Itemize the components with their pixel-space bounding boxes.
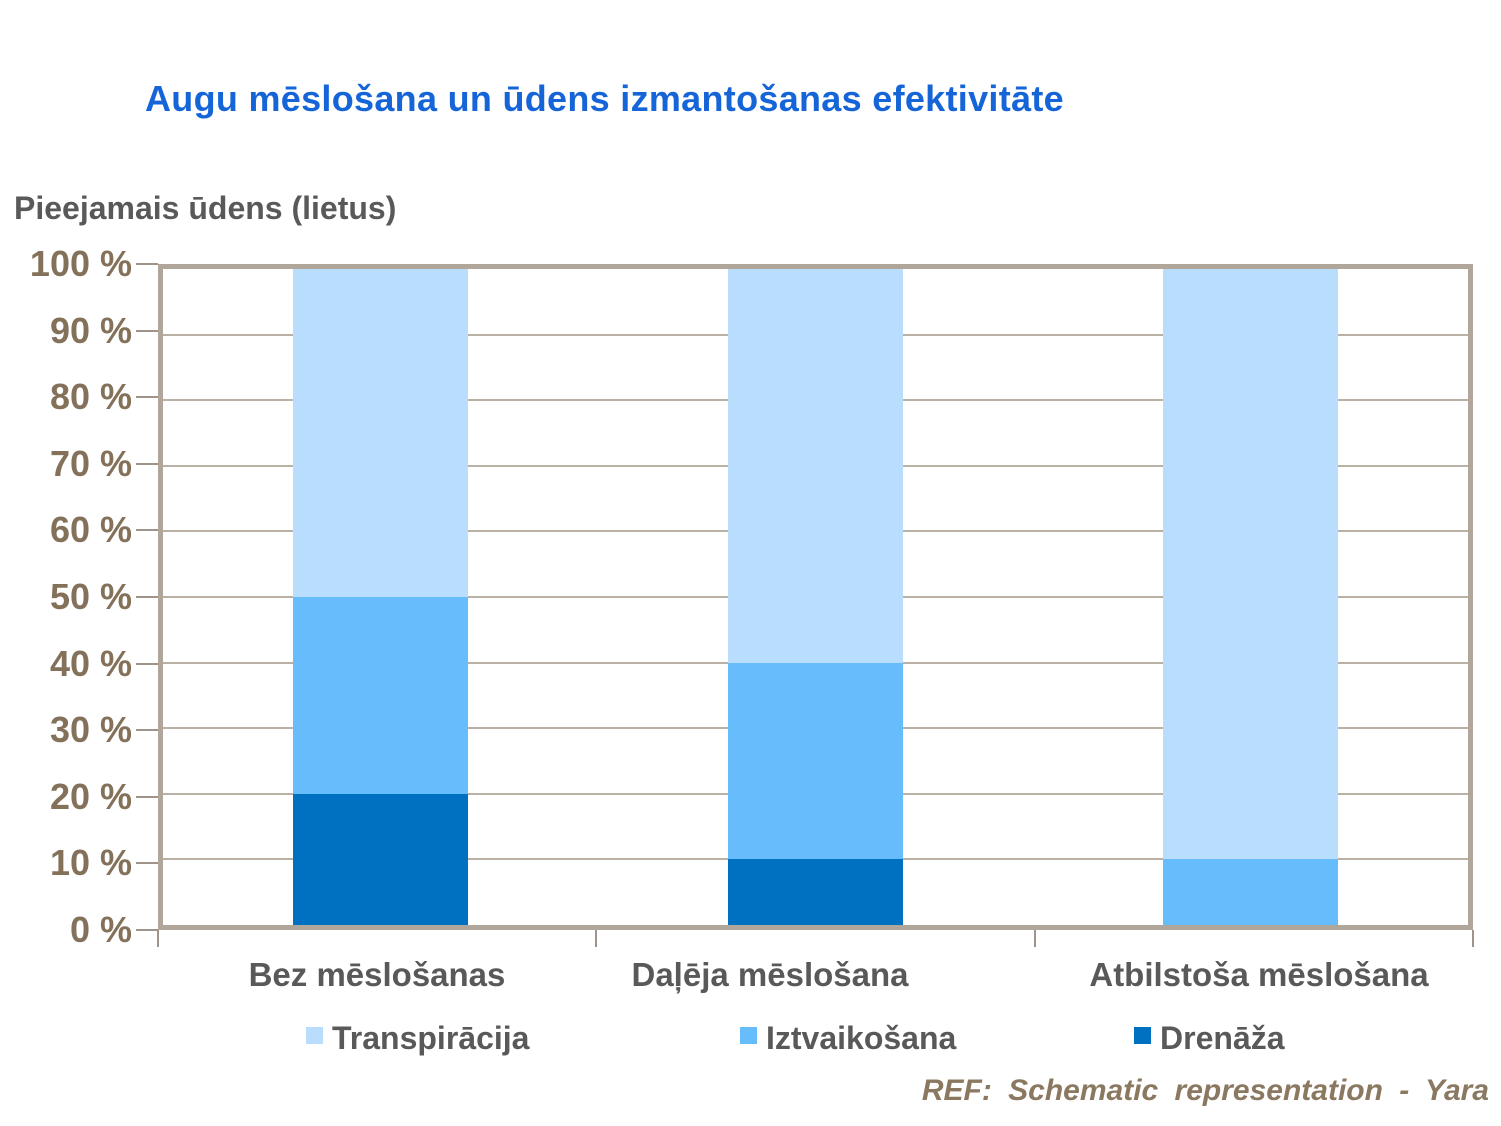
x-tick-mark [1033,930,1036,947]
x-tick-mark [1472,930,1474,947]
bars-layer [163,269,1468,925]
y-tick-label: 50 % [49,576,132,617]
bar-segment [293,597,468,794]
y-axis-title: Pieejamais ūdens (lietus) [14,190,397,226]
category-column [598,269,1033,925]
reference-note: REF: Schematic representation - Yara [921,1074,1489,1107]
legend-swatch [1134,1027,1151,1044]
bar-segment [1163,859,1338,925]
legend-item: Transpirācija [306,1020,529,1057]
y-tick-mark [136,529,158,532]
bar-segment [1163,269,1338,860]
legend-item: Iztvaikošana [740,1020,956,1057]
legend-item: Drenāža [1134,1020,1285,1057]
y-tick-label: 90 % [49,309,132,351]
category-column [1033,269,1468,925]
legend-label: Transpirācija [332,1020,530,1056]
bar-segment [728,859,903,925]
y-tick-label: 20 % [49,775,132,817]
y-tick-mark [136,596,158,598]
category-column [163,269,598,925]
y-tick-mark [136,462,158,465]
category-label: Atbilstoša mēslošana [1089,956,1429,993]
y-tick-label: 80 % [49,376,132,418]
category-label: Daļēja mēslošana [631,956,909,993]
legend-swatch [740,1027,757,1044]
y-tick-label: 30 % [49,709,132,751]
y-tick-label: 10 % [49,842,132,884]
y-tick-mark [136,862,158,865]
x-tick-mark [595,930,598,947]
legend-label: Iztvaikošana [766,1020,957,1056]
y-tick-label: 40 % [49,642,132,684]
plot-area [158,264,1473,930]
y-tick-mark [136,729,158,732]
y-tick-label: 60 % [49,509,132,551]
x-tick-mark [157,930,159,947]
bar-segment [293,793,468,925]
bar-segment [728,662,903,860]
stacked-bar [293,269,468,925]
bar-segment [728,269,903,663]
y-tick-mark [136,396,158,399]
y-tick-label: 0 % [69,909,132,950]
stacked-bar [1163,269,1338,925]
stacked-bar [728,269,903,925]
y-tick-mark [136,329,158,332]
y-tick-mark [136,795,158,798]
y-tick-label: 70 % [49,442,132,484]
category-label: Bez mēslošanas [248,956,506,993]
y-tick-mark [136,929,158,931]
chart-title: Augu mēslošana un ūdens izmantošanas efe… [145,78,1064,119]
legend-label: Drenāža [1160,1020,1285,1056]
y-tick-mark [136,263,158,265]
bar-segment [293,269,468,598]
y-tick-mark [136,662,158,665]
legend-swatch [306,1027,323,1044]
y-tick-label: 100 % [29,243,132,284]
